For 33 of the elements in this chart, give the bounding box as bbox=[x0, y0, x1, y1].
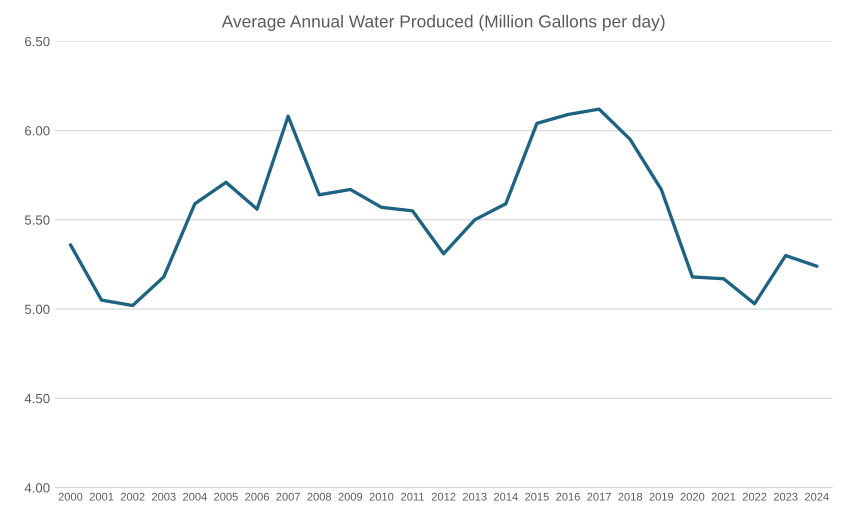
x-tick-label: 2010 bbox=[370, 492, 394, 501]
x-tick-label: 2016 bbox=[556, 492, 580, 501]
x-tick-label: 2000 bbox=[58, 492, 82, 501]
x-tick-label: 2018 bbox=[618, 492, 642, 501]
x-tick-label: 2007 bbox=[276, 492, 300, 501]
x-tick-label: 2021 bbox=[712, 492, 736, 501]
x-tick-label: 2009 bbox=[338, 492, 362, 501]
x-tick-label: 2017 bbox=[587, 492, 611, 501]
x-tick-label: 2008 bbox=[307, 492, 332, 501]
x-tick-label: 2004 bbox=[183, 492, 207, 501]
y-tick-label: 4.00 bbox=[24, 483, 50, 493]
x-tick-label: 2020 bbox=[680, 492, 704, 501]
y-tick-label: 5.00 bbox=[24, 304, 50, 314]
x-tick-label: 2001 bbox=[90, 492, 114, 501]
x-tick-label: 2011 bbox=[401, 492, 424, 501]
x-tick-label: 2024 bbox=[804, 492, 829, 501]
y-tick-label: 5.50 bbox=[24, 215, 50, 225]
x-tick-label: 2023 bbox=[774, 492, 798, 501]
x-tick-label: 2005 bbox=[214, 492, 238, 501]
line-series bbox=[68, 107, 818, 308]
x-tick-label: 2006 bbox=[245, 492, 269, 501]
y-tick-label: 6.00 bbox=[25, 126, 50, 136]
x-tick-label: 2022 bbox=[742, 492, 766, 501]
chart-title: Average Annual Water Produced (Million Gallons per day) bbox=[222, 14, 665, 31]
x-tick-label: 2002 bbox=[120, 492, 144, 501]
x-tick-label: 2015 bbox=[525, 492, 549, 501]
y-tick-label: 6.50 bbox=[25, 36, 50, 46]
x-tick-label: 2014 bbox=[494, 492, 518, 501]
x-tick-label: 2012 bbox=[432, 492, 456, 501]
x-tick-label: 2019 bbox=[650, 492, 674, 501]
x-tick-label: 2003 bbox=[152, 492, 176, 501]
y-tick-label: 4.50 bbox=[24, 394, 50, 404]
x-tick-label: 2013 bbox=[462, 492, 487, 501]
